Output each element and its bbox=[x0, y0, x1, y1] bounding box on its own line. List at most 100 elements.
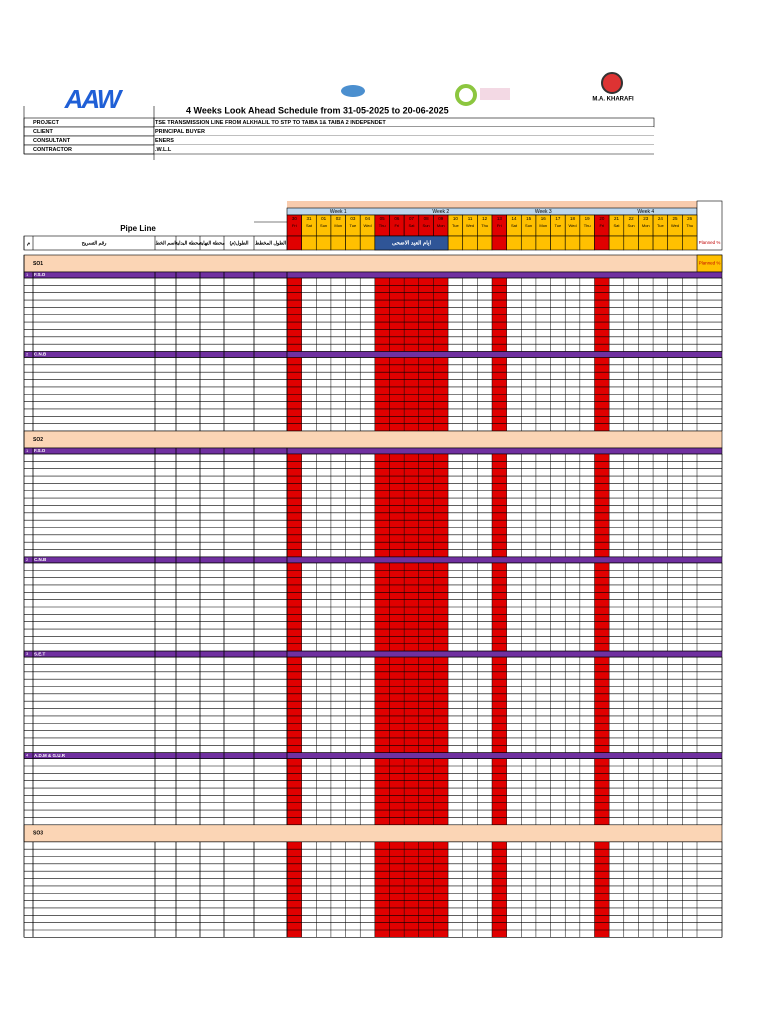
pipe-line-title: Pipe Line bbox=[120, 224, 156, 233]
holiday-column bbox=[389, 841, 405, 938]
day-number: 13 bbox=[497, 216, 503, 221]
group-number: 3 bbox=[26, 651, 29, 656]
group-name: C.N.B bbox=[34, 557, 47, 562]
column-header: محطة البداية bbox=[175, 240, 201, 246]
day-number: 22 bbox=[629, 216, 635, 221]
holiday-column bbox=[389, 657, 405, 753]
day-number: 04 bbox=[365, 216, 371, 221]
status-cell bbox=[447, 235, 464, 251]
holiday-column bbox=[492, 758, 507, 825]
day-number: 19 bbox=[585, 216, 591, 221]
holiday-column bbox=[594, 841, 610, 938]
holiday-column bbox=[374, 841, 390, 938]
section-row bbox=[23, 824, 723, 843]
weekday: Fri bbox=[497, 223, 502, 228]
title: 4 Weeks Look Ahead Schedule from 31-05-2… bbox=[186, 105, 449, 115]
info-value-cell bbox=[154, 145, 654, 154]
status-cell bbox=[491, 235, 507, 251]
weekday: Sun bbox=[320, 223, 327, 228]
group-number: 2 bbox=[26, 557, 29, 562]
group-name: S.E.T bbox=[34, 651, 46, 656]
section-name: SO2 bbox=[33, 437, 43, 443]
weekday: Mon bbox=[642, 223, 650, 228]
weekday: Thu bbox=[481, 223, 488, 228]
logo-mark bbox=[480, 88, 510, 100]
weekday: Wed bbox=[568, 223, 576, 228]
holiday-column bbox=[433, 758, 449, 825]
status-cell bbox=[345, 235, 361, 251]
group-number: 2 bbox=[26, 352, 29, 357]
status-cell bbox=[330, 235, 346, 251]
logo-aaw: AAW bbox=[64, 84, 124, 114]
day-number: 09 bbox=[438, 216, 444, 221]
weekday: Sat bbox=[306, 223, 313, 228]
day-number: 17 bbox=[555, 216, 561, 221]
day-number: 08 bbox=[424, 216, 430, 221]
week-band bbox=[287, 201, 697, 208]
day-number: 12 bbox=[482, 216, 488, 221]
status-cell bbox=[682, 235, 698, 251]
logo-emblem bbox=[341, 85, 365, 97]
day-number: 01 bbox=[321, 216, 327, 221]
day-number: 11 bbox=[468, 216, 473, 221]
group-name: F.S.O bbox=[34, 448, 46, 453]
group-number: 1 bbox=[26, 272, 29, 277]
day-number: 02 bbox=[336, 216, 342, 221]
info-value: ENERS bbox=[155, 138, 174, 144]
weekday: Wed bbox=[466, 223, 474, 228]
status-cell bbox=[652, 235, 669, 251]
group-name: C.N.B bbox=[34, 352, 47, 357]
holiday-label: ايام العيد الاضحى bbox=[392, 239, 432, 246]
holiday-column bbox=[404, 841, 419, 938]
section-name: SO3 bbox=[33, 831, 43, 837]
day-number: 24 bbox=[658, 216, 664, 221]
group-row bbox=[23, 556, 723, 564]
column-header: م bbox=[27, 241, 30, 246]
status-cell bbox=[550, 235, 566, 251]
status-cell bbox=[506, 235, 522, 251]
status-cell bbox=[638, 235, 654, 251]
group-name: F.S.O bbox=[34, 272, 46, 277]
holiday-column bbox=[492, 841, 507, 938]
logo-kharafi: M.A. KHARAFI bbox=[592, 97, 634, 103]
holiday-cell bbox=[374, 235, 449, 251]
column-header: اسم الخط bbox=[155, 240, 176, 246]
weekday: Fri bbox=[292, 223, 297, 228]
weekday: Thu bbox=[584, 223, 591, 228]
holiday-column bbox=[492, 657, 507, 753]
weekday: Fri bbox=[394, 223, 399, 228]
info-value: .W.L.L bbox=[155, 147, 172, 153]
day-number: 18 bbox=[570, 216, 576, 221]
holiday-column bbox=[418, 657, 434, 753]
weekday: Sat bbox=[613, 223, 620, 228]
day-number: 15 bbox=[526, 216, 532, 221]
info-value-cell bbox=[154, 127, 654, 136]
status-cell bbox=[564, 235, 581, 251]
weekday: Mon bbox=[437, 223, 445, 228]
day-number: 14 bbox=[511, 216, 517, 221]
column-header: محطة النهاية bbox=[199, 240, 225, 246]
column-header: رقم التسريح bbox=[82, 240, 107, 246]
status-cell bbox=[462, 235, 478, 251]
weekday: Sun bbox=[525, 223, 532, 228]
status-cell bbox=[286, 235, 302, 251]
holiday-column bbox=[374, 758, 390, 825]
weekday: Wed bbox=[363, 223, 371, 228]
info-label: CLIENT bbox=[33, 129, 54, 135]
week-label: Week 3 bbox=[535, 209, 552, 215]
planned-head bbox=[696, 200, 723, 251]
weekday: Sun bbox=[628, 223, 635, 228]
logo-ring bbox=[455, 84, 477, 106]
weekday: Tue bbox=[657, 223, 665, 228]
group-number: 1 bbox=[26, 448, 29, 453]
status-cell bbox=[477, 235, 493, 251]
day-number: 07 bbox=[409, 216, 415, 221]
day-number: 23 bbox=[643, 216, 649, 221]
day-number: 20 bbox=[599, 216, 605, 221]
group-row bbox=[23, 447, 723, 455]
info-label: PROJECT bbox=[33, 120, 60, 126]
group-row bbox=[23, 650, 723, 658]
day-number: 06 bbox=[394, 216, 400, 221]
day-number: 25 bbox=[673, 216, 679, 221]
